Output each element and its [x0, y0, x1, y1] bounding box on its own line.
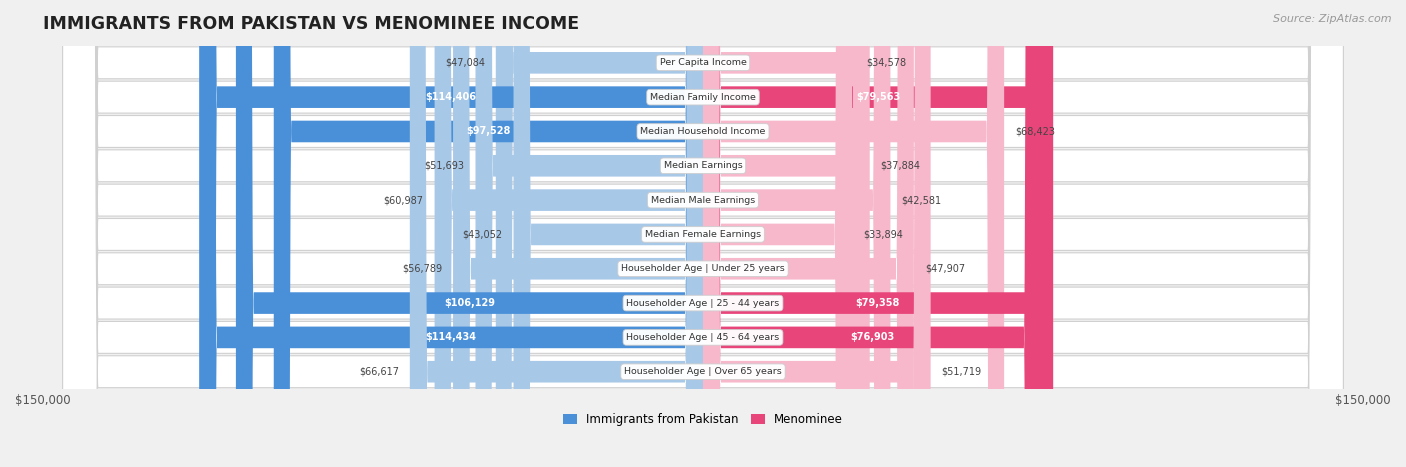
- FancyBboxPatch shape: [703, 0, 890, 467]
- FancyBboxPatch shape: [703, 0, 852, 467]
- Legend: Immigrants from Pakistan, Menominee: Immigrants from Pakistan, Menominee: [558, 409, 848, 431]
- FancyBboxPatch shape: [63, 0, 1343, 467]
- FancyBboxPatch shape: [274, 0, 703, 467]
- FancyBboxPatch shape: [409, 0, 703, 467]
- FancyBboxPatch shape: [453, 0, 703, 467]
- Text: $33,894: $33,894: [863, 229, 903, 240]
- Text: $114,434: $114,434: [426, 333, 477, 342]
- Text: Householder Age | 25 - 44 years: Householder Age | 25 - 44 years: [627, 298, 779, 308]
- Text: $47,907: $47,907: [925, 264, 965, 274]
- FancyBboxPatch shape: [703, 0, 931, 467]
- FancyBboxPatch shape: [496, 0, 703, 467]
- Text: Median Household Income: Median Household Income: [640, 127, 766, 136]
- Text: $47,084: $47,084: [444, 58, 485, 68]
- Text: $106,129: $106,129: [444, 298, 495, 308]
- Text: Median Female Earnings: Median Female Earnings: [645, 230, 761, 239]
- Text: Median Male Earnings: Median Male Earnings: [651, 196, 755, 205]
- FancyBboxPatch shape: [63, 0, 1343, 467]
- FancyBboxPatch shape: [703, 0, 855, 467]
- Text: Source: ZipAtlas.com: Source: ZipAtlas.com: [1274, 14, 1392, 24]
- FancyBboxPatch shape: [63, 0, 1343, 467]
- FancyBboxPatch shape: [475, 0, 703, 467]
- Text: $79,563: $79,563: [856, 92, 900, 102]
- FancyBboxPatch shape: [236, 0, 703, 467]
- FancyBboxPatch shape: [703, 0, 1042, 467]
- Text: $51,719: $51,719: [942, 367, 981, 377]
- Text: $37,884: $37,884: [880, 161, 921, 171]
- Text: $79,358: $79,358: [855, 298, 900, 308]
- Text: $43,052: $43,052: [463, 229, 502, 240]
- Text: $76,903: $76,903: [851, 333, 894, 342]
- FancyBboxPatch shape: [200, 0, 703, 467]
- FancyBboxPatch shape: [703, 0, 1053, 467]
- FancyBboxPatch shape: [200, 0, 703, 467]
- FancyBboxPatch shape: [703, 0, 1052, 467]
- FancyBboxPatch shape: [703, 0, 870, 467]
- Text: Householder Age | Under 25 years: Householder Age | Under 25 years: [621, 264, 785, 273]
- FancyBboxPatch shape: [63, 0, 1343, 467]
- FancyBboxPatch shape: [703, 0, 914, 467]
- Text: $68,423: $68,423: [1015, 127, 1054, 136]
- Text: $66,617: $66,617: [359, 367, 399, 377]
- FancyBboxPatch shape: [63, 0, 1343, 467]
- Text: Householder Age | Over 65 years: Householder Age | Over 65 years: [624, 367, 782, 376]
- FancyBboxPatch shape: [63, 0, 1343, 467]
- FancyBboxPatch shape: [63, 0, 1343, 467]
- Text: $42,581: $42,581: [901, 195, 942, 205]
- Text: $114,406: $114,406: [426, 92, 477, 102]
- FancyBboxPatch shape: [434, 0, 703, 467]
- FancyBboxPatch shape: [513, 0, 703, 467]
- Text: Per Capita Income: Per Capita Income: [659, 58, 747, 67]
- FancyBboxPatch shape: [63, 0, 1343, 467]
- FancyBboxPatch shape: [63, 0, 1343, 467]
- Text: $60,987: $60,987: [384, 195, 423, 205]
- Text: Median Earnings: Median Earnings: [664, 161, 742, 170]
- Text: $97,528: $97,528: [467, 127, 510, 136]
- Text: IMMIGRANTS FROM PAKISTAN VS MENOMINEE INCOME: IMMIGRANTS FROM PAKISTAN VS MENOMINEE IN…: [42, 15, 579, 33]
- FancyBboxPatch shape: [703, 0, 1004, 467]
- Text: $34,578: $34,578: [866, 58, 907, 68]
- FancyBboxPatch shape: [63, 0, 1343, 467]
- Text: $56,789: $56,789: [402, 264, 441, 274]
- Text: Householder Age | 45 - 64 years: Householder Age | 45 - 64 years: [627, 333, 779, 342]
- Text: Median Family Income: Median Family Income: [650, 92, 756, 102]
- Text: $51,693: $51,693: [425, 161, 464, 171]
